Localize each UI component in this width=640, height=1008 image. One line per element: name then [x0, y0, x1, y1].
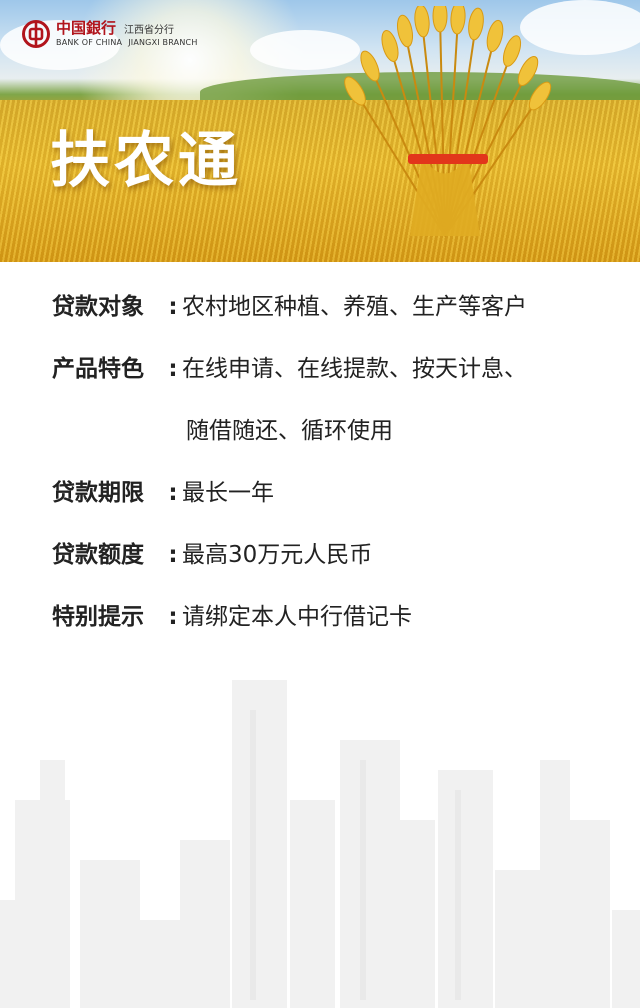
- detail-row-amount: 贷款额度 : 最高30万元人民币: [52, 540, 612, 570]
- wheat-field: [0, 100, 640, 262]
- branch-name-en: JIANGXI BRANCH: [128, 38, 198, 47]
- detail-label: 产品特色: [52, 356, 144, 382]
- detail-value: 最长一年: [182, 480, 274, 506]
- detail-value: 最高30万元人民币: [182, 542, 373, 568]
- city-skyline-background: [0, 680, 640, 1008]
- detail-row-term: 贷款期限 : 最长一年: [52, 478, 612, 508]
- page-title: 扶农通: [50, 126, 242, 196]
- detail-row-features: 产品特色 : 在线申请、在线提款、按天计息、 随借随还、循环使用: [52, 354, 612, 446]
- cloud: [520, 0, 640, 55]
- detail-label: 特别提示: [52, 604, 144, 630]
- detail-value: 在线申请、在线提款、按天计息、: [182, 356, 527, 382]
- detail-value: 请绑定本人中行借记卡: [182, 604, 412, 630]
- bank-of-china-logo-icon: [22, 20, 50, 48]
- detail-colon: :: [168, 356, 178, 382]
- branch-name-cn: 江西省分行: [124, 25, 175, 36]
- detail-row-notice: 特别提示 : 请绑定本人中行借记卡: [52, 602, 612, 632]
- cloud: [0, 20, 120, 70]
- product-details: 贷款对象 : 农村地区种植、养殖、生产等客户 产品特色 : 在线申请、在线提款、…: [52, 292, 612, 664]
- brand-name-en: BANK OF CHINA: [56, 38, 123, 47]
- detail-colon: :: [168, 604, 178, 630]
- detail-row-loan-target: 贷款对象 : 农村地区种植、养殖、生产等客户: [52, 292, 612, 322]
- brand-name-cn: 中国銀行: [56, 19, 117, 37]
- detail-label: 贷款对象: [52, 294, 144, 320]
- detail-value-wrapper: 在线申请、在线提款、按天计息、 随借随还、循环使用: [182, 354, 612, 446]
- detail-colon: :: [168, 542, 178, 568]
- cloud: [250, 30, 360, 70]
- wheat-bundle-icon: [344, 6, 552, 237]
- hero-banner: 中国銀行 江西省分行 BANK OF CHINA JIANGXI BRANCH …: [0, 0, 640, 262]
- detail-colon: :: [168, 480, 178, 506]
- detail-colon: :: [168, 294, 178, 320]
- detail-value-continued: 随借随还、循环使用: [186, 418, 393, 444]
- detail-label: 贷款额度: [52, 542, 144, 568]
- bank-logo: 中国銀行 江西省分行 BANK OF CHINA JIANGXI BRANCH: [22, 20, 198, 48]
- detail-label: 贷款期限: [52, 480, 144, 506]
- detail-value: 农村地区种植、养殖、生产等客户: [182, 294, 527, 320]
